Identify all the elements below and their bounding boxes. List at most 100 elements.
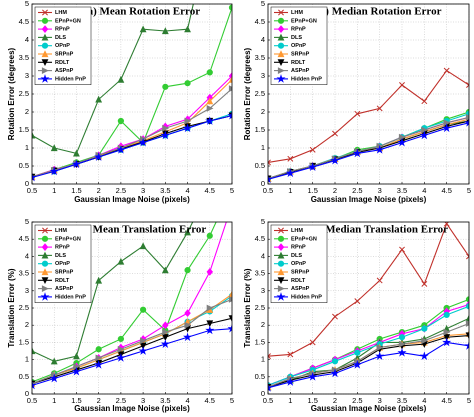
plot-frame <box>267 3 470 185</box>
series-group <box>32 222 232 390</box>
y-tick-label: 2.5 <box>19 89 29 98</box>
marker <box>49 373 59 383</box>
marker <box>464 341 469 350</box>
y-tick-label: 3 <box>261 286 265 295</box>
y-tick-label: 2.5 <box>19 303 29 312</box>
marker <box>94 359 104 369</box>
series-line <box>268 304 469 386</box>
x-tick-label: 1.5 <box>307 186 317 195</box>
series-line <box>268 122 469 180</box>
marker <box>419 351 429 361</box>
series-line <box>32 328 232 386</box>
chart-title: (d) Median Translation Error <box>309 224 448 236</box>
x-tick-label: 4 <box>422 396 426 405</box>
marker <box>443 311 450 318</box>
x-tick-label: 3 <box>141 186 145 195</box>
y-tick-label: 0.5 <box>255 161 265 170</box>
x-tick-label: 5 <box>467 396 471 405</box>
series-line <box>268 69 469 163</box>
marker <box>421 98 428 105</box>
legend-label: RPnP <box>291 245 306 251</box>
x-tick-label: 4 <box>185 396 189 405</box>
legend-marker <box>277 251 285 259</box>
legend-label: RPnP <box>291 27 306 33</box>
y-tick-label: 1.5 <box>255 125 265 134</box>
x-tick-label: 5 <box>230 396 234 405</box>
series-line <box>268 116 469 180</box>
y-tick-label: 3.5 <box>19 53 29 62</box>
marker <box>443 67 450 74</box>
marker <box>228 85 232 93</box>
x-tick-label: 4 <box>185 186 189 195</box>
series-group <box>32 4 232 182</box>
marker <box>466 82 469 88</box>
marker <box>160 339 170 348</box>
y-tick-label: 5 <box>25 217 29 226</box>
marker <box>465 332 469 340</box>
y-tick-label: 2.5 <box>255 303 265 312</box>
series-line <box>32 88 232 178</box>
y-tick-label: 0.5 <box>19 161 29 170</box>
legend-label: RDLT <box>55 60 70 66</box>
marker <box>443 222 450 227</box>
y-tick-label: 3 <box>25 71 29 80</box>
legend-marker <box>277 33 285 41</box>
marker <box>205 325 215 335</box>
marker <box>162 328 170 336</box>
marker <box>140 337 147 345</box>
marker <box>352 148 362 158</box>
legend-marker <box>277 243 285 251</box>
legend-marker <box>277 277 285 285</box>
panel: 00.511.522.533.544.550.5 1 1.5 2 2.5 3 3.5 4 4.5… <box>243 0 471 204</box>
legend-marker <box>277 25 285 33</box>
marker <box>442 337 452 347</box>
y-tick-label: 3.5 <box>255 269 265 278</box>
marker <box>228 295 232 303</box>
marker <box>443 334 451 341</box>
marker <box>330 155 340 165</box>
legend-marker <box>40 292 50 301</box>
x-tick-label: 4.5 <box>441 186 451 195</box>
y-axis-label: Rotation Error (degrees) <box>243 47 252 140</box>
x-tick-label: 0.5 <box>27 396 37 405</box>
series-line <box>32 115 232 179</box>
legend-marker <box>41 251 49 259</box>
marker <box>308 372 318 381</box>
legend-marker <box>41 42 49 49</box>
x-tick-label: 1 <box>288 186 292 195</box>
x-tick-label: 1 <box>52 396 56 405</box>
series-line <box>32 222 194 362</box>
marker <box>162 321 169 330</box>
legend-marker <box>41 67 49 75</box>
series-line <box>268 222 469 357</box>
x-tick-label: 4 <box>422 186 426 195</box>
marker <box>309 146 316 153</box>
legend-marker <box>41 50 49 58</box>
marker <box>71 366 81 376</box>
y-tick-label: 1.5 <box>19 125 29 134</box>
series-line <box>268 341 469 389</box>
marker <box>183 123 193 133</box>
legend-marker <box>41 59 49 67</box>
marker <box>184 228 191 236</box>
x-tick-label: 2 <box>97 186 101 195</box>
y-tick-label: 4 <box>25 35 29 44</box>
legend-marker <box>41 25 49 33</box>
panel: 00.511.522.533.544.550.5 1 1.5 2 2.5 3 3.5 4 4.5… <box>7 0 234 204</box>
x-tick-label: 2 <box>333 396 337 405</box>
marker <box>117 335 124 343</box>
x-tick-label: 2.5 <box>116 186 126 195</box>
marker <box>287 155 294 162</box>
marker <box>352 359 362 369</box>
x-axis-label: Gaussian Image Noise (pixels) <box>74 404 190 413</box>
x-tick-label: 3.5 <box>160 186 170 195</box>
marker <box>465 320 469 327</box>
legend-label: DLS <box>291 35 302 41</box>
legend-label: OPnP <box>291 261 306 267</box>
marker <box>184 267 191 274</box>
y-tick-label: 2 <box>25 107 29 116</box>
marker <box>73 352 80 360</box>
legend-marker <box>41 33 49 41</box>
legend-label: LHM <box>291 10 303 16</box>
